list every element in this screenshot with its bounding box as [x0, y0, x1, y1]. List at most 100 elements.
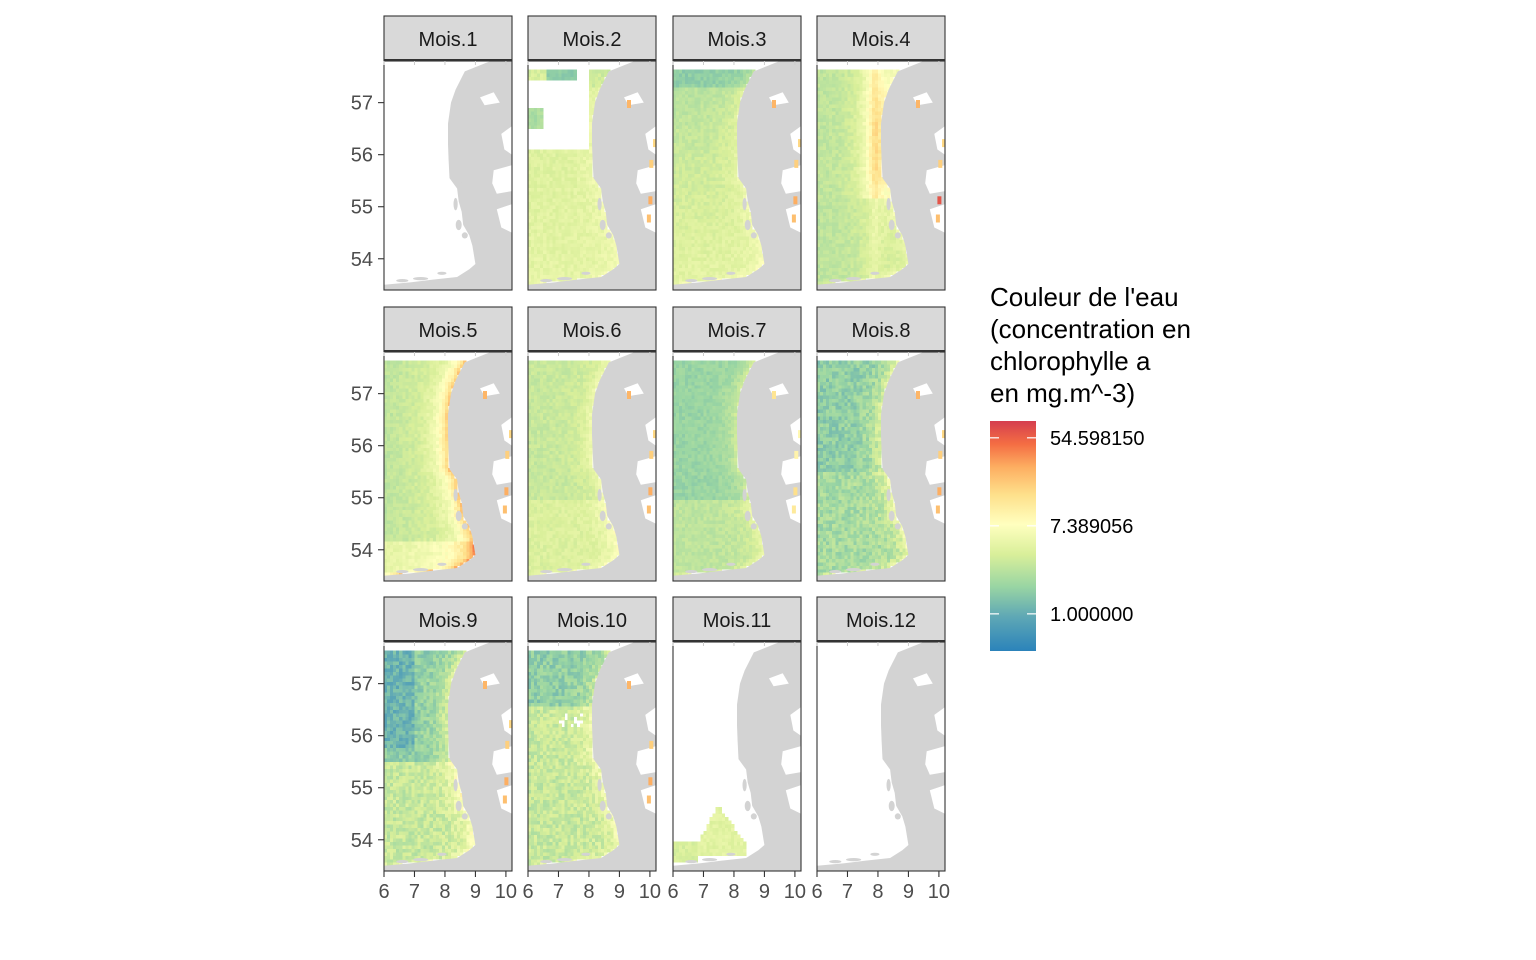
data-cell — [694, 93, 698, 98]
data-cell — [706, 184, 710, 188]
data-cell — [899, 243, 903, 248]
data-cell — [573, 257, 578, 261]
data-cell — [552, 211, 556, 216]
data-cell — [862, 145, 867, 150]
data-cell — [835, 73, 839, 77]
data-cell — [555, 170, 559, 175]
data-cell — [724, 104, 729, 109]
data-cell — [688, 97, 692, 102]
data-cell — [887, 187, 891, 192]
data-cell — [733, 100, 738, 105]
data-cell — [676, 114, 680, 119]
data-cell — [868, 121, 873, 126]
data-cell — [835, 156, 839, 161]
data-cell — [688, 225, 692, 230]
data-cell — [881, 211, 885, 216]
data-cell — [890, 73, 894, 77]
data-cell — [727, 253, 732, 258]
data-cell — [850, 83, 854, 88]
data-cell — [838, 263, 842, 268]
data-cell — [817, 73, 821, 77]
data-cell — [847, 128, 851, 133]
data-cell — [414, 447, 418, 452]
data-cell — [555, 208, 559, 213]
data-cell — [570, 229, 575, 234]
data-cell — [862, 229, 867, 234]
data-cell — [393, 516, 397, 521]
data-cell — [607, 246, 611, 251]
data-cell — [884, 198, 888, 202]
data-cell — [598, 191, 602, 195]
data-cell — [588, 253, 593, 258]
data-cell — [691, 177, 695, 182]
data-cell — [733, 229, 738, 234]
data-cell — [706, 114, 710, 119]
data-cell — [877, 198, 882, 202]
data-cell — [414, 485, 418, 490]
data-cell — [758, 243, 762, 248]
data-cell — [727, 177, 732, 182]
data-cell — [673, 139, 677, 143]
data-cell — [823, 225, 827, 230]
data-cell — [393, 391, 397, 396]
coastal-hotspot — [791, 214, 796, 223]
data-cell — [570, 260, 575, 265]
data-cell — [555, 239, 559, 244]
data-cell — [721, 166, 726, 171]
data-cell — [546, 208, 550, 213]
data-cell — [700, 222, 704, 227]
data-cell — [384, 381, 388, 386]
data-cell — [874, 125, 879, 129]
data-cell — [727, 83, 732, 88]
data-cell — [829, 121, 833, 126]
data-cell — [573, 177, 578, 182]
data-cell — [694, 243, 698, 248]
island — [599, 179, 606, 188]
data-cell — [676, 79, 680, 84]
data-cell — [835, 274, 839, 279]
data-cell — [856, 236, 861, 241]
data-cell — [679, 159, 683, 164]
data-cell — [585, 246, 590, 251]
data-cell — [561, 187, 565, 192]
data-cell — [700, 191, 704, 195]
data-cell — [706, 253, 710, 258]
data-cell — [730, 114, 735, 119]
data-cell — [528, 260, 532, 265]
data-cell — [399, 495, 403, 500]
data-cell — [712, 267, 717, 272]
data-cell — [396, 464, 400, 469]
data-cell — [703, 274, 707, 279]
data-cell — [712, 97, 717, 102]
data-cell — [531, 187, 535, 192]
data-cell — [387, 454, 391, 459]
land-mass — [673, 61, 801, 290]
data-cell — [685, 142, 689, 147]
data-cell — [697, 73, 701, 77]
data-cell — [679, 142, 683, 147]
data-cell — [531, 229, 535, 234]
data-cell — [853, 86, 858, 91]
data-cell — [715, 163, 720, 168]
data-cell — [390, 457, 394, 462]
data-cell — [390, 561, 394, 566]
data-cell — [733, 128, 738, 133]
data-cell — [685, 156, 689, 161]
data-cell — [823, 267, 827, 272]
data-cell — [682, 173, 686, 178]
data-cell — [715, 118, 720, 123]
data-cell — [743, 274, 747, 279]
data-cell — [411, 419, 415, 424]
data-cell — [592, 274, 596, 279]
data-cell — [823, 184, 827, 188]
data-cell — [576, 246, 581, 251]
data-cell — [576, 180, 581, 185]
data-cell — [856, 194, 861, 199]
data-cell — [718, 76, 723, 81]
data-cell — [844, 76, 848, 81]
data-cell — [893, 243, 897, 248]
data-cell — [411, 395, 415, 400]
land-mass — [528, 61, 656, 290]
data-cell — [820, 128, 824, 133]
data-cell — [592, 177, 596, 182]
